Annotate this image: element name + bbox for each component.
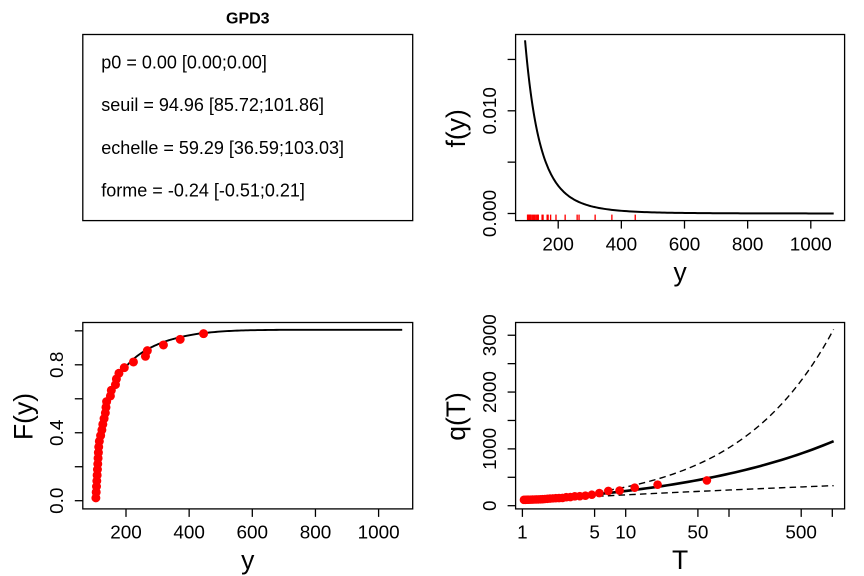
- svg-text:y: y: [673, 257, 687, 287]
- svg-text:200: 200: [542, 234, 574, 255]
- svg-text:1: 1: [517, 523, 528, 544]
- svg-text:50: 50: [687, 523, 708, 544]
- svg-text:600: 600: [669, 234, 701, 255]
- svg-text:2000: 2000: [480, 371, 501, 413]
- svg-text:F(y): F(y): [8, 393, 38, 440]
- svg-text:200: 200: [110, 523, 142, 544]
- svg-text:0.8: 0.8: [47, 352, 68, 378]
- svg-text:p0 = 0.00 [0.00;0.00]: p0 = 0.00 [0.00;0.00]: [101, 52, 267, 72]
- svg-text:0.0: 0.0: [47, 488, 68, 514]
- svg-text:800: 800: [300, 523, 332, 544]
- svg-text:f(y): f(y): [441, 109, 471, 147]
- svg-text:T: T: [672, 545, 688, 575]
- svg-text:seuil = 94.96 [85.72;101.86]: seuil = 94.96 [85.72;101.86]: [101, 95, 324, 115]
- svg-text:400: 400: [173, 523, 205, 544]
- svg-text:0: 0: [480, 500, 501, 511]
- svg-text:q(T): q(T): [441, 392, 471, 441]
- svg-text:10: 10: [615, 523, 636, 544]
- svg-text:1000: 1000: [358, 523, 400, 544]
- svg-text:800: 800: [732, 234, 764, 255]
- svg-text:0.010: 0.010: [480, 87, 501, 134]
- svg-text:0.4: 0.4: [47, 420, 68, 446]
- svg-text:echelle = 59.29 [36.59;103.03]: echelle = 59.29 [36.59;103.03]: [101, 138, 344, 158]
- svg-text:0.000: 0.000: [480, 190, 501, 237]
- svg-text:1000: 1000: [790, 234, 832, 255]
- svg-text:400: 400: [606, 234, 638, 255]
- svg-text:5: 5: [589, 523, 600, 544]
- svg-text:500: 500: [785, 523, 817, 544]
- svg-text:GPD3: GPD3: [226, 11, 270, 28]
- svg-text:3000: 3000: [480, 314, 501, 356]
- svg-text:forme = -0.24 [-0.51;0.21]: forme = -0.24 [-0.51;0.21]: [101, 181, 305, 201]
- svg-text:1000: 1000: [480, 428, 501, 470]
- svg-text:600: 600: [237, 523, 269, 544]
- svg-text:y: y: [241, 545, 255, 575]
